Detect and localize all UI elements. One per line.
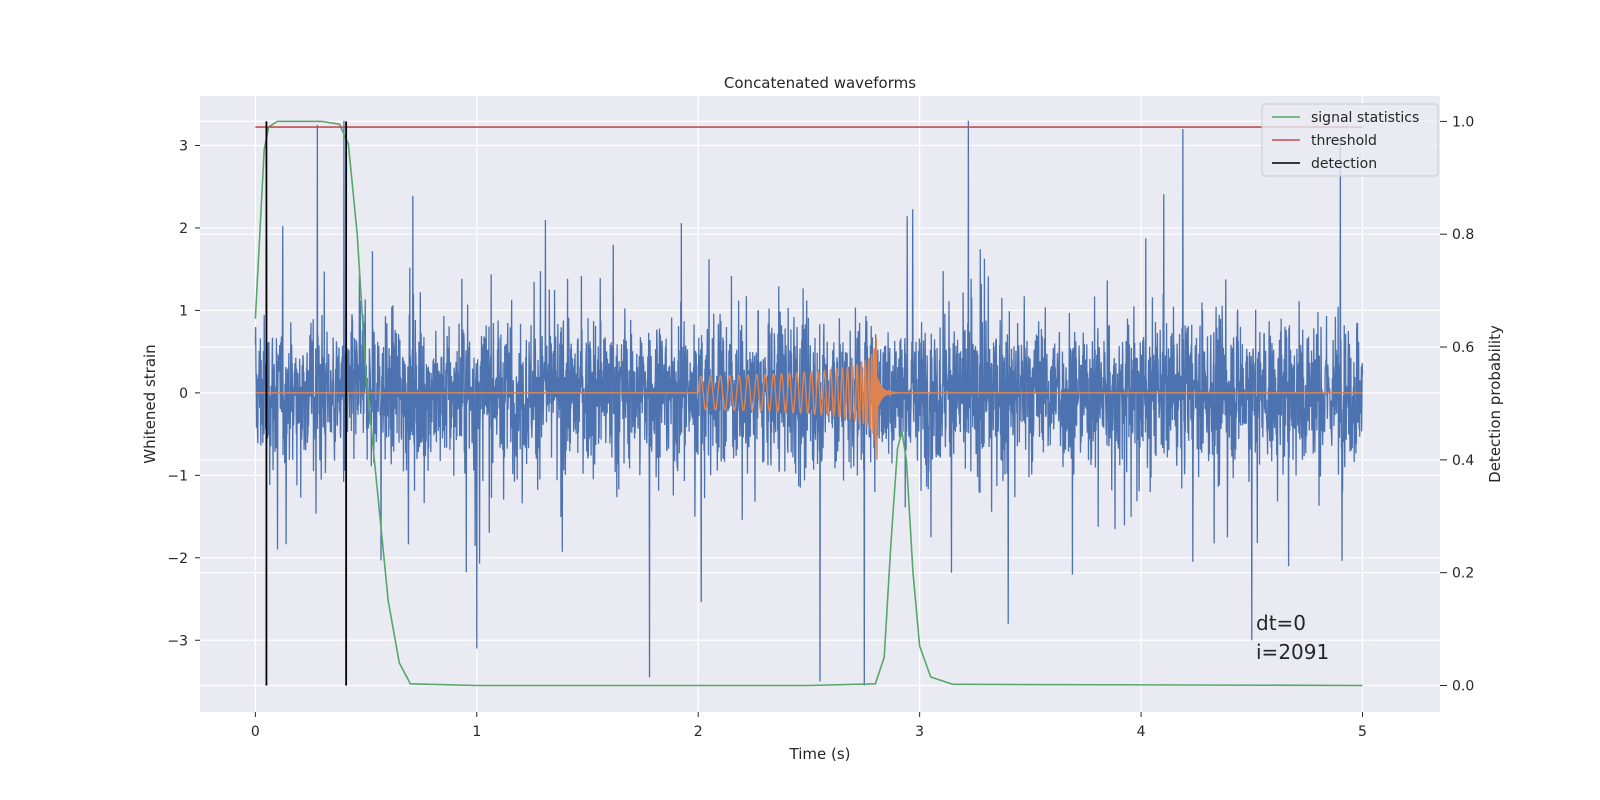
x-tick-label: 5 bbox=[1358, 724, 1367, 740]
chart-title: Concatenated waveforms bbox=[724, 74, 916, 92]
legend-frame bbox=[1261, 103, 1439, 177]
x-tick-label: 2 bbox=[694, 724, 703, 740]
series-layer bbox=[254, 120, 1364, 687]
series-line-signal-statistics bbox=[254, 120, 1363, 687]
ticks: 0 1 2 3 4 5 −3 −2 −1 0 1 2 3 0.0 0.2 0.4 0.6 0.8 1.0 bbox=[167, 114, 1474, 740]
series-line-template bbox=[255, 337, 1363, 460]
y-tick-label-right: 0.0 bbox=[1452, 678, 1474, 694]
legend-label-detection: detection bbox=[1311, 156, 1377, 172]
y-tick-label-left: 0 bbox=[179, 386, 188, 402]
x-tick-label: 0 bbox=[251, 724, 260, 740]
y-tick-label-left: −3 bbox=[167, 633, 188, 649]
y-tick-label-left: −1 bbox=[167, 468, 188, 484]
x-tick-label: 1 bbox=[472, 724, 481, 740]
x-tick-label: 4 bbox=[1137, 724, 1146, 740]
y-axis-label-right: Detection probability bbox=[1486, 325, 1504, 483]
legend-label-signal-statistics: signal statistics bbox=[1311, 110, 1419, 126]
annotation-i: i=2091 bbox=[1256, 640, 1329, 664]
legend: signal statistics threshold detection bbox=[1261, 103, 1439, 177]
y-tick-label-right: 0.8 bbox=[1452, 227, 1474, 243]
y-axis-label: Whitened strain bbox=[141, 344, 159, 463]
y-tick-label-left: 3 bbox=[179, 138, 188, 154]
y-tick-label-right: 1.0 bbox=[1452, 114, 1474, 130]
annotation-dt: dt=0 bbox=[1256, 611, 1306, 635]
y-tick-label-left: 1 bbox=[179, 303, 188, 319]
x-axis-label: Time (s) bbox=[789, 745, 851, 763]
y-tick-label-left: 2 bbox=[179, 221, 188, 237]
x-tick-label: 3 bbox=[915, 724, 924, 740]
y-tick-label-right: 0.6 bbox=[1452, 340, 1474, 356]
legend-label-threshold: threshold bbox=[1311, 133, 1377, 149]
y-tick-label-left: −2 bbox=[167, 551, 188, 567]
y-tick-label-right: 0.4 bbox=[1452, 453, 1474, 469]
plot-area bbox=[254, 120, 1364, 687]
y-tick-label-right: 0.2 bbox=[1452, 566, 1474, 582]
